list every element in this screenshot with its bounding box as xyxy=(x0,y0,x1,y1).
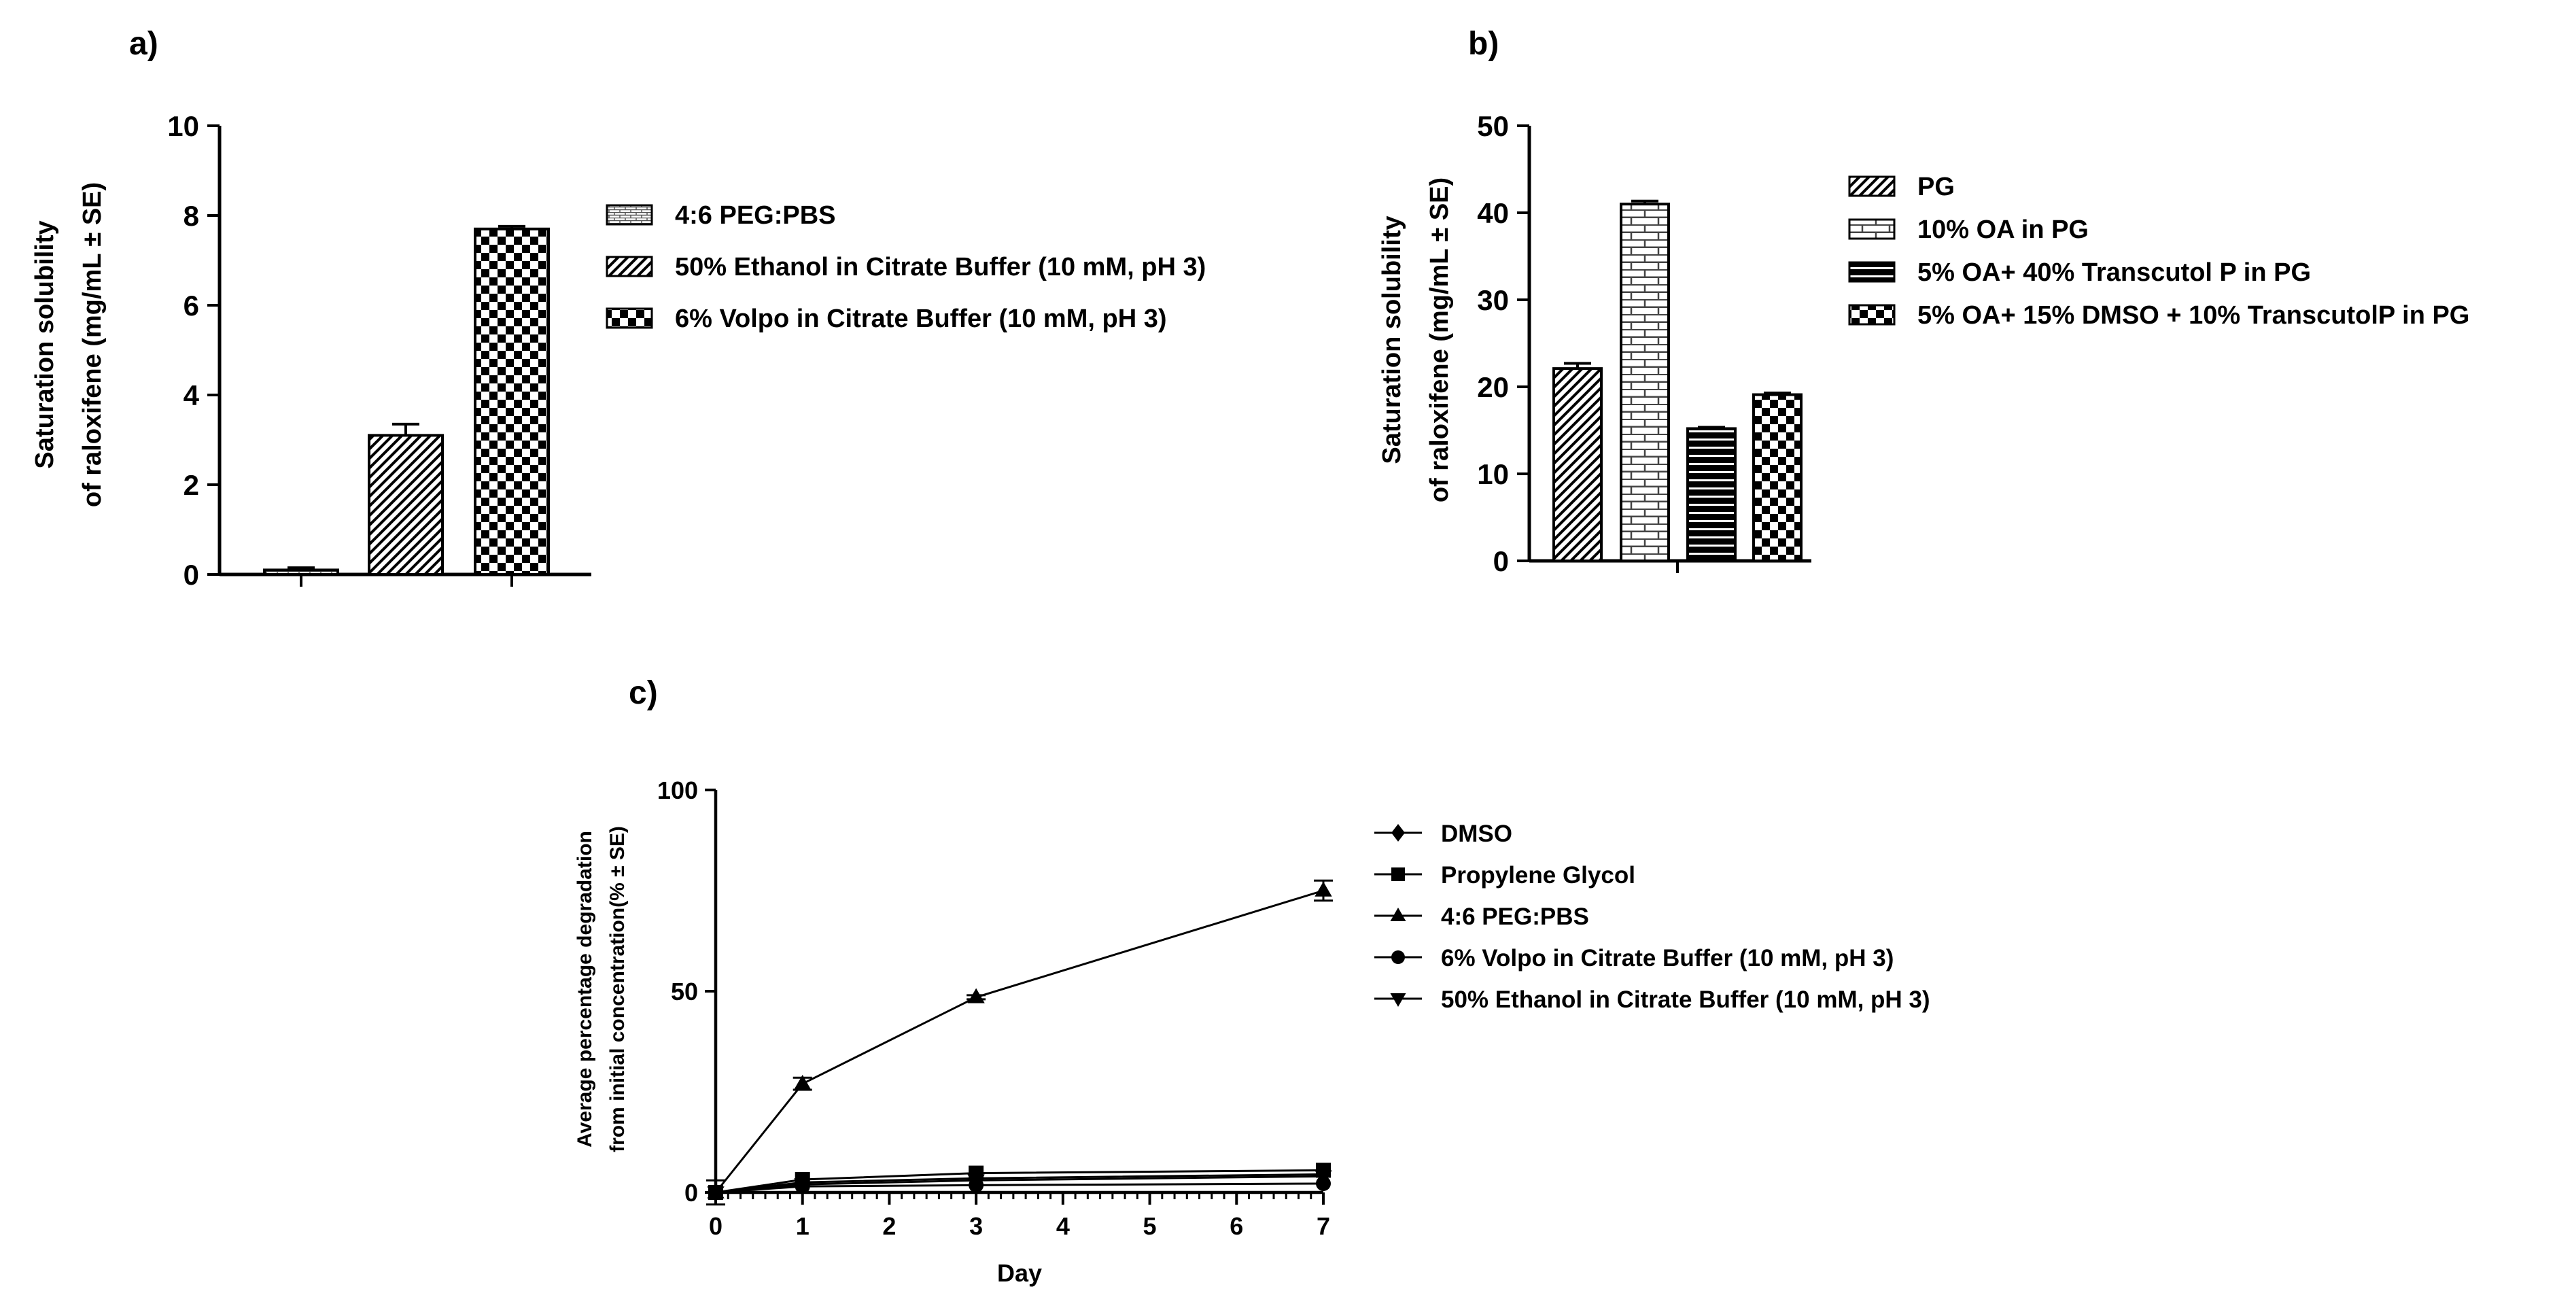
c-point-marker xyxy=(967,988,985,1003)
panel-c-chart: Average percentage degradation from init… xyxy=(574,776,1930,1287)
panel-a-ylabel-line1: Saturation solubility xyxy=(31,220,59,468)
b-ytick-label: 30 xyxy=(1477,284,1509,316)
c-ytick-label: 100 xyxy=(657,776,698,804)
a-bar xyxy=(263,568,339,576)
panel-c-ylabel-line2: from initial concentration(% ± SE) xyxy=(606,826,629,1152)
panel-b-chart: Saturation solubility of raloxifene (mg/… xyxy=(1378,110,2469,577)
c-legend-label: 6% Volpo in Citrate Buffer (10 mM, pH 3) xyxy=(1441,945,1894,971)
c-point-marker xyxy=(794,1178,812,1194)
a-ytick-label: 4 xyxy=(184,379,200,411)
c-xtick-label: 5 xyxy=(1143,1212,1157,1240)
b-ytick-label: 50 xyxy=(1477,110,1509,142)
c-point-marker xyxy=(1391,824,1405,842)
a-bar xyxy=(474,227,550,576)
c-point-marker xyxy=(707,1186,725,1202)
b-legend-label: 10% OA in PG xyxy=(1917,216,2089,244)
a-bar xyxy=(368,434,444,576)
c-ytick-label: 50 xyxy=(671,978,698,1005)
c-point-marker xyxy=(1315,881,1332,897)
b-legend-label: PG xyxy=(1917,173,1955,201)
c-legend-label: DMSO xyxy=(1441,821,1512,847)
panel-b-ylabel-line2: of raloxifene (mg/mL ± SE) xyxy=(1425,177,1454,502)
a-legend-swatch xyxy=(606,307,653,329)
c-series-line xyxy=(715,1169,1324,1194)
b-bar xyxy=(1552,367,1603,562)
panel-a-ylabel-line2: of raloxifene (mg/mL ± SE) xyxy=(78,182,107,507)
panel-b-ylabel-line1: Saturation solubility xyxy=(1378,216,1406,464)
c-xtick-label: 0 xyxy=(709,1212,723,1240)
c-legend-label: Propylene Glycol xyxy=(1441,862,1635,889)
c-ytick-label: 0 xyxy=(684,1179,698,1207)
c-point-marker xyxy=(1390,908,1406,921)
a-ytick-label: 6 xyxy=(184,290,199,322)
c-xtick-label: 3 xyxy=(969,1212,983,1240)
a-legend-label: 4:6 PEG:PBS xyxy=(675,201,836,230)
b-bar xyxy=(1686,427,1737,562)
a-legend-label: 6% Volpo in Citrate Buffer (10 mM, pH 3) xyxy=(675,305,1166,333)
b-bar xyxy=(1620,203,1670,562)
panel-a-label: a) xyxy=(129,26,158,62)
a-legend-swatch xyxy=(606,204,653,226)
b-ytick-label: 10 xyxy=(1477,458,1509,490)
c-xtick-label: 2 xyxy=(882,1212,896,1240)
b-bar xyxy=(1752,393,1803,563)
c-legend-label: 50% Ethanol in Citrate Buffer (10 mM, pH… xyxy=(1441,986,1930,1013)
c-xtick-label: 4 xyxy=(1056,1212,1070,1240)
c-point-marker xyxy=(1390,993,1406,1007)
panel-c-xlabel: Day xyxy=(997,1259,1042,1287)
b-legend-swatch xyxy=(1848,218,1896,240)
b-legend-label: 5% OA+ 15% DMSO + 10% TranscutolP in PG xyxy=(1917,301,2469,330)
c-point-marker xyxy=(794,1074,812,1090)
a-ytick-label: 2 xyxy=(184,469,199,501)
a-ytick-label: 0 xyxy=(184,559,199,591)
b-ytick-label: 20 xyxy=(1477,371,1509,403)
panel-a-chart: Saturation solubility of raloxifene (mg/… xyxy=(31,110,1206,591)
b-ytick-label: 0 xyxy=(1493,545,1509,577)
c-series-line xyxy=(715,1175,1324,1194)
c-point-marker xyxy=(1315,1170,1332,1186)
c-xtick-label: 1 xyxy=(796,1212,810,1240)
b-legend-label: 5% OA+ 40% Transcutol P in PG xyxy=(1917,258,2311,287)
c-point-marker xyxy=(967,1174,985,1190)
c-series-line xyxy=(714,889,1324,1193)
a-legend-swatch xyxy=(606,256,653,277)
panel-b-label: b) xyxy=(1468,26,1499,62)
c-xtick-label: 6 xyxy=(1230,1212,1243,1240)
c-xtick-label: 7 xyxy=(1317,1212,1330,1240)
b-legend-swatch xyxy=(1848,261,1896,283)
a-legend-label: 50% Ethanol in Citrate Buffer (10 mM, pH… xyxy=(675,253,1206,281)
b-legend-swatch xyxy=(1848,304,1896,326)
panel-c-label: c) xyxy=(629,675,658,711)
a-ytick-label: 8 xyxy=(184,200,199,232)
c-point-marker xyxy=(1391,950,1405,964)
panel-c-ylabel-line1: Average percentage degradation xyxy=(574,831,596,1148)
c-point-marker xyxy=(1391,867,1405,881)
c-legend-label: 4:6 PEG:PBS xyxy=(1441,903,1589,930)
b-ytick-label: 40 xyxy=(1477,197,1509,229)
b-legend-swatch xyxy=(1848,175,1896,197)
a-ytick-label: 10 xyxy=(167,110,199,142)
